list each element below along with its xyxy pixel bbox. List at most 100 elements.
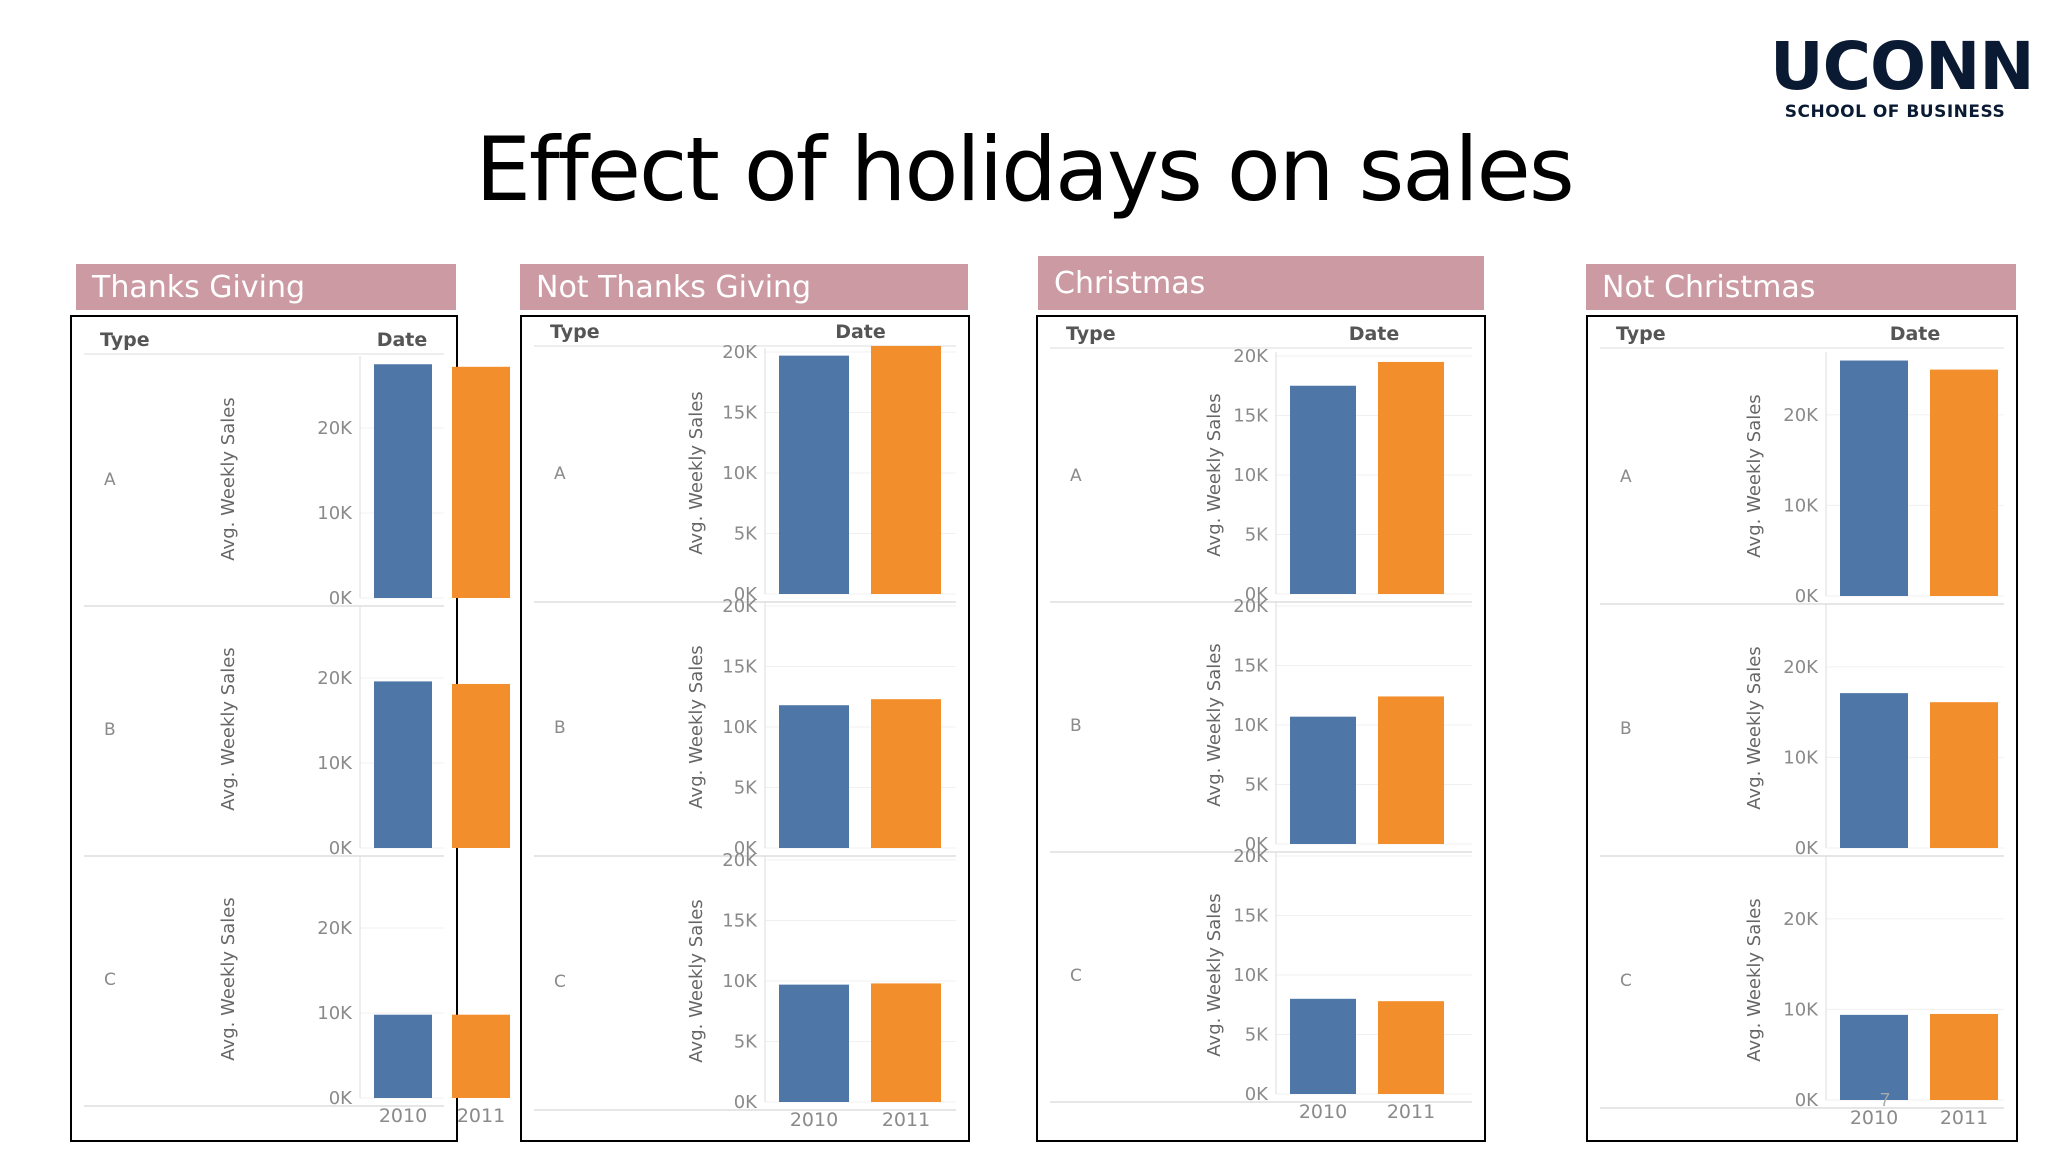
x-tick-label: 2011 [1940, 1107, 1988, 1129]
y-tick-label: 10K [1783, 747, 1819, 768]
y-tick-label: 15K [1233, 656, 1269, 677]
bar-c-2010 [1840, 1014, 1908, 1100]
page-number: 7 [1880, 1090, 1891, 1110]
bar-b-2011 [871, 699, 941, 848]
bar-c-2010 [374, 1014, 432, 1098]
bar-b-2010 [1290, 716, 1356, 844]
bar-b-2010 [1840, 693, 1908, 848]
y-tick-label: 20K [1233, 346, 1269, 367]
y-tick-label: 20K [1233, 846, 1269, 867]
y-tick-label: 20K [722, 596, 758, 617]
row-label: B [104, 720, 116, 740]
y-axis-label: Avg. Weekly Sales [686, 899, 707, 1062]
row-label: A [1620, 467, 1632, 487]
bar-a-2010 [1840, 360, 1908, 596]
row-label: B [1070, 716, 1082, 736]
bar-a-2010 [1290, 385, 1356, 594]
y-tick-label: 5K [1245, 1025, 1269, 1046]
y-tick-label: 0K [734, 584, 758, 605]
bar-a-2011 [1930, 369, 1998, 596]
bar-c-2011 [871, 983, 941, 1102]
y-tick-label: 0K [329, 588, 353, 609]
y-tick-label: 0K [734, 838, 758, 859]
x-tick-label: 2011 [1387, 1101, 1435, 1123]
bar-b-2010 [779, 705, 849, 848]
panel-title: Not Christmas [1586, 264, 2016, 310]
y-tick-label: 15K [1233, 406, 1269, 427]
column-header-label: Date [377, 329, 428, 351]
y-tick-label: 10K [1783, 999, 1819, 1020]
x-tick-label: 2010 [1299, 1101, 1347, 1123]
row-header-label: Type [1616, 323, 1666, 345]
y-tick-label: 15K [722, 657, 758, 678]
bar-a-2010 [779, 355, 849, 594]
y-tick-label: 5K [734, 1032, 758, 1053]
y-tick-label: 0K [1795, 586, 1819, 607]
row-header-label: Type [100, 329, 150, 351]
y-tick-label: 20K [722, 342, 758, 363]
y-tick-label: 20K [1783, 909, 1819, 930]
y-axis-label: Avg. Weekly Sales [218, 397, 239, 560]
y-tick-label: 0K [1795, 838, 1819, 859]
y-tick-label: 20K [1783, 657, 1819, 678]
bar-a-2011 [871, 345, 941, 594]
row-header-label: Type [1066, 323, 1116, 345]
x-tick-label: 2010 [790, 1109, 838, 1131]
y-tick-label: 20K [1783, 405, 1819, 426]
y-tick-label: 10K [317, 503, 353, 524]
panel-title: Not Thanks Giving [520, 264, 968, 310]
row-label: B [1620, 719, 1632, 739]
y-tick-label: 0K [329, 838, 353, 859]
y-tick-label: 0K [329, 1088, 353, 1109]
row-label: A [554, 464, 566, 484]
bar-c-2011 [452, 1014, 510, 1098]
column-header-label: Date [835, 321, 886, 343]
bar-c-2011 [1378, 1001, 1444, 1094]
uconn-logo: UCONN SCHOOL OF BUSINESS [1770, 28, 2035, 123]
y-axis-label: Avg. Weekly Sales [1744, 646, 1765, 809]
y-tick-label: 10K [1233, 465, 1269, 486]
row-header-label: Type [550, 321, 600, 343]
x-tick-label: 2010 [379, 1105, 427, 1127]
y-axis-label: Avg. Weekly Sales [1744, 394, 1765, 557]
y-tick-label: 10K [722, 971, 758, 992]
bar-a-2011 [1378, 361, 1444, 594]
bar-b-2011 [1930, 702, 1998, 848]
y-axis-label: Avg. Weekly Sales [218, 897, 239, 1060]
panel-title: Thanks Giving [76, 264, 456, 310]
bar-b-2010 [374, 681, 432, 848]
slide-title: Effect of holidays on sales [475, 118, 1574, 221]
x-tick-label: 2011 [882, 1109, 930, 1131]
y-tick-label: 15K [722, 403, 758, 424]
y-tick-label: 5K [1245, 525, 1269, 546]
bar-c-2010 [779, 984, 849, 1102]
row-label: A [1070, 466, 1082, 486]
y-tick-label: 20K [317, 918, 353, 939]
y-tick-label: 20K [722, 850, 758, 871]
y-tick-label: 5K [1245, 775, 1269, 796]
bar-a-2010 [374, 364, 432, 598]
y-tick-label: 20K [317, 668, 353, 689]
logo-subtitle: SCHOOL OF BUSINESS [1784, 102, 2006, 122]
y-axis-label: Avg. Weekly Sales [686, 391, 707, 554]
y-tick-label: 10K [317, 753, 353, 774]
y-axis-label: Avg. Weekly Sales [218, 647, 239, 810]
y-tick-label: 0K [734, 1092, 758, 1113]
row-label: C [1070, 966, 1082, 986]
y-tick-label: 15K [722, 911, 758, 932]
y-tick-label: 5K [734, 778, 758, 799]
logo-wordmark: UCONN [1770, 28, 2035, 105]
bar-c-2011 [1930, 1013, 1998, 1100]
y-tick-label: 15K [1233, 906, 1269, 927]
y-axis-label: Avg. Weekly Sales [1744, 898, 1765, 1061]
bar-b-2011 [452, 683, 510, 848]
y-tick-label: 0K [1245, 834, 1269, 855]
row-label: C [1620, 971, 1632, 991]
bar-a-2011 [452, 366, 510, 598]
x-tick-label: 2011 [457, 1105, 505, 1127]
column-header-label: Date [1890, 323, 1941, 345]
